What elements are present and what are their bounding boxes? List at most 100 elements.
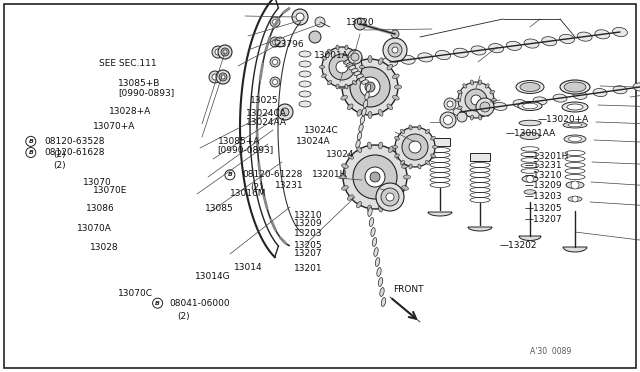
Ellipse shape — [319, 65, 324, 68]
Text: (2): (2) — [178, 312, 190, 321]
Ellipse shape — [388, 202, 394, 208]
Circle shape — [365, 167, 385, 187]
Text: —13202: —13202 — [499, 241, 537, 250]
Circle shape — [383, 38, 407, 62]
Ellipse shape — [299, 101, 311, 107]
Ellipse shape — [345, 84, 348, 89]
Text: 13085: 13085 — [205, 204, 234, 213]
Ellipse shape — [336, 84, 339, 89]
Ellipse shape — [612, 28, 627, 36]
Ellipse shape — [402, 164, 408, 168]
Ellipse shape — [357, 132, 362, 140]
Ellipse shape — [568, 137, 582, 141]
Ellipse shape — [524, 39, 539, 48]
Ellipse shape — [299, 51, 311, 57]
Ellipse shape — [633, 83, 640, 91]
Ellipse shape — [372, 238, 377, 246]
Circle shape — [309, 31, 321, 43]
Circle shape — [458, 82, 494, 118]
Ellipse shape — [351, 68, 358, 73]
Circle shape — [212, 46, 224, 58]
Circle shape — [388, 43, 402, 57]
Text: 13207: 13207 — [294, 249, 323, 258]
Text: 13085+A: 13085+A — [218, 137, 260, 146]
Ellipse shape — [381, 298, 386, 307]
Ellipse shape — [562, 102, 588, 112]
Ellipse shape — [395, 154, 399, 157]
Text: 13070A: 13070A — [77, 224, 111, 233]
Text: 13070+A: 13070+A — [93, 122, 135, 131]
Circle shape — [365, 82, 375, 92]
Circle shape — [343, 145, 407, 209]
Circle shape — [270, 57, 280, 67]
Ellipse shape — [387, 104, 393, 110]
Ellipse shape — [409, 164, 412, 169]
Text: 13001A: 13001A — [314, 51, 348, 60]
Ellipse shape — [366, 84, 371, 92]
Circle shape — [275, 37, 285, 47]
Polygon shape — [519, 236, 541, 240]
Ellipse shape — [560, 80, 590, 94]
Ellipse shape — [553, 94, 567, 102]
Text: 13231: 13231 — [275, 181, 304, 190]
Ellipse shape — [356, 74, 364, 78]
Text: [0990-0893]: [0990-0893] — [118, 89, 175, 97]
Ellipse shape — [516, 80, 544, 93]
Ellipse shape — [401, 160, 404, 165]
Circle shape — [444, 98, 456, 110]
Ellipse shape — [567, 104, 583, 110]
Ellipse shape — [458, 106, 462, 109]
Text: [0990-0893]: [0990-0893] — [218, 145, 274, 154]
Ellipse shape — [342, 164, 348, 168]
Ellipse shape — [362, 80, 369, 84]
Circle shape — [322, 47, 362, 87]
Ellipse shape — [453, 48, 468, 57]
Circle shape — [395, 127, 435, 167]
Ellipse shape — [473, 105, 487, 113]
Text: 13070: 13070 — [83, 178, 112, 187]
Text: 13016M: 13016M — [230, 189, 267, 198]
Text: 13210: 13210 — [294, 211, 323, 220]
Text: B: B — [228, 172, 232, 177]
Ellipse shape — [563, 122, 587, 128]
Circle shape — [215, 49, 221, 55]
Ellipse shape — [522, 103, 538, 109]
Text: A'30  0089: A'30 0089 — [530, 347, 572, 356]
Ellipse shape — [479, 115, 481, 120]
Text: 13024: 13024 — [326, 150, 355, 159]
Ellipse shape — [485, 112, 489, 116]
Ellipse shape — [358, 57, 362, 60]
Text: 13028+A: 13028+A — [109, 107, 151, 116]
Ellipse shape — [595, 30, 610, 39]
Circle shape — [360, 77, 380, 97]
Ellipse shape — [568, 123, 582, 127]
Circle shape — [409, 141, 421, 153]
Ellipse shape — [367, 205, 371, 212]
Ellipse shape — [354, 71, 361, 76]
Ellipse shape — [593, 89, 607, 97]
Ellipse shape — [358, 74, 362, 77]
Ellipse shape — [453, 108, 467, 116]
Circle shape — [351, 53, 359, 61]
Ellipse shape — [463, 84, 467, 88]
Ellipse shape — [513, 100, 527, 108]
Text: —13205: —13205 — [525, 204, 563, 213]
Text: —13207: —13207 — [525, 215, 563, 224]
Text: 13014G: 13014G — [195, 272, 231, 280]
Text: 13024AA: 13024AA — [246, 118, 287, 127]
Circle shape — [354, 18, 366, 30]
Circle shape — [270, 37, 280, 47]
Ellipse shape — [349, 65, 355, 70]
Circle shape — [471, 95, 481, 105]
Ellipse shape — [533, 97, 547, 105]
Ellipse shape — [353, 49, 356, 54]
Ellipse shape — [409, 125, 412, 130]
Polygon shape — [468, 227, 492, 231]
Circle shape — [457, 112, 467, 122]
Ellipse shape — [392, 145, 397, 148]
Circle shape — [342, 59, 398, 115]
Ellipse shape — [397, 154, 403, 159]
Text: SEE SEC.111: SEE SEC.111 — [99, 59, 157, 68]
Ellipse shape — [418, 164, 421, 169]
Polygon shape — [563, 247, 587, 252]
